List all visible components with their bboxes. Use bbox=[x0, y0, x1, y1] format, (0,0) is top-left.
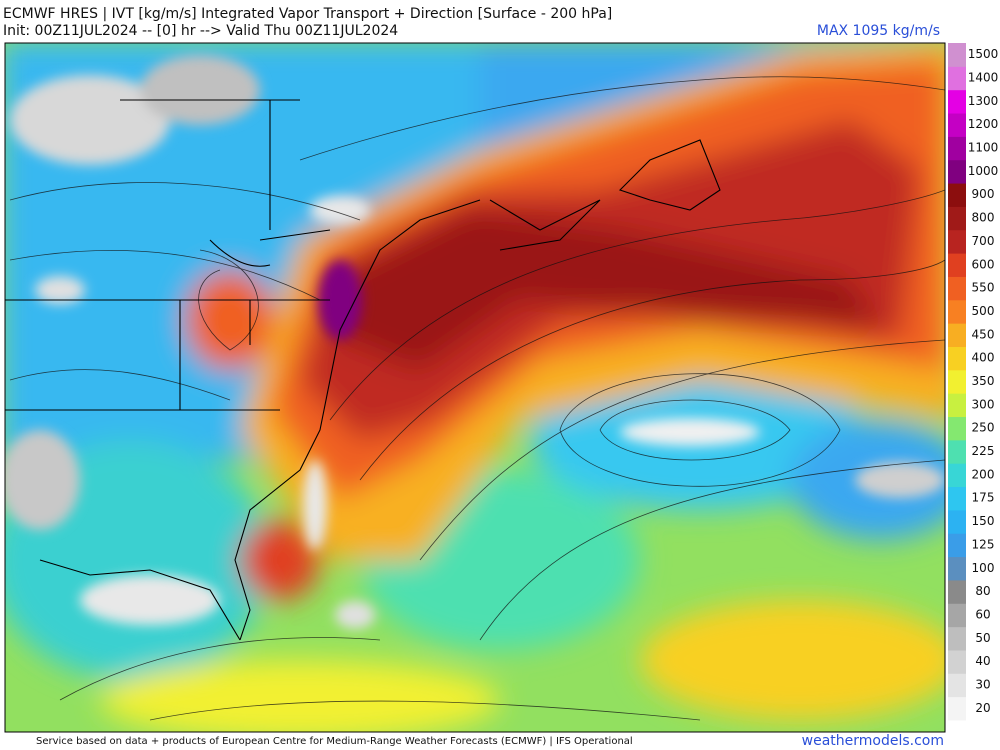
colorbar-label: 40 bbox=[975, 654, 990, 668]
colorbar-swatch bbox=[948, 159, 966, 184]
colorbar: 20 30 40 50 60 80 100 125 150 175 200 225 250 300 350 4… bbox=[948, 43, 998, 721]
colorbar-swatch bbox=[948, 579, 966, 604]
colorbar-swatch bbox=[948, 206, 966, 231]
subtitle: Init: 00Z11JUL2024 -- [0] hr --> Valid T… bbox=[3, 23, 398, 39]
colorbar-label: 900 bbox=[972, 187, 995, 201]
colorbar-swatch bbox=[948, 136, 966, 161]
colorbar-label: 250 bbox=[972, 421, 995, 435]
colorbar-label: 600 bbox=[972, 257, 995, 271]
colorbar-swatch bbox=[948, 649, 966, 674]
colorbar-label: 550 bbox=[972, 281, 995, 295]
colorbar-swatch bbox=[948, 369, 966, 394]
colorbar-label: 1200 bbox=[968, 117, 999, 131]
colorbar-swatch bbox=[948, 603, 966, 628]
max-label: MAX 1095 kg/m/s bbox=[817, 23, 940, 39]
colorbar-label: 1000 bbox=[968, 164, 999, 178]
colorbar-label: 1100 bbox=[968, 141, 999, 155]
colorbar-label: 125 bbox=[972, 537, 995, 551]
colorbar-label: 60 bbox=[975, 607, 990, 621]
colorbar-label: 50 bbox=[975, 631, 990, 645]
colorbar-swatch bbox=[948, 66, 966, 91]
colorbar-swatch bbox=[948, 533, 966, 558]
colorbar-swatch bbox=[948, 346, 966, 371]
colorbar-label: 400 bbox=[972, 351, 995, 365]
colorbar-label: 80 bbox=[975, 584, 990, 598]
colorbar-swatch bbox=[948, 113, 966, 137]
colorbar-label: 1300 bbox=[968, 94, 999, 108]
colorbar-label: 225 bbox=[972, 444, 995, 458]
colorbar-swatch bbox=[948, 253, 966, 277]
colorbar-label: 300 bbox=[972, 397, 995, 411]
colorbar-swatch bbox=[948, 89, 966, 114]
site-link[interactable]: weathermodels.com bbox=[802, 733, 944, 749]
colorbar-swatch bbox=[948, 463, 966, 488]
colorbar-swatch bbox=[948, 696, 966, 721]
map bbox=[5, 43, 945, 732]
colorbar-label: 150 bbox=[972, 514, 995, 528]
colorbar-label: 350 bbox=[972, 374, 995, 388]
colorbar-swatch bbox=[948, 439, 966, 464]
colorbar-swatch bbox=[948, 323, 966, 347]
colorbar-swatch bbox=[948, 673, 966, 698]
colorbar-swatch bbox=[948, 299, 966, 324]
colorbar-label: 30 bbox=[975, 677, 990, 691]
colorbar-label: 1500 bbox=[968, 47, 999, 61]
colorbar-label: 200 bbox=[972, 467, 995, 481]
title: ECMWF HRES | IVT [kg/m/s] Integrated Vap… bbox=[3, 6, 612, 22]
colorbar-label: 175 bbox=[972, 491, 995, 505]
colorbar-swatch bbox=[948, 43, 966, 67]
colorbar-swatch bbox=[948, 183, 966, 207]
map-frame bbox=[4, 42, 946, 733]
colorbar-label: 500 bbox=[972, 304, 995, 318]
colorbar-label: 100 bbox=[972, 561, 995, 575]
colorbar-swatch bbox=[948, 393, 966, 418]
colorbar-swatch bbox=[948, 626, 966, 651]
colorbar-label: 800 bbox=[972, 211, 995, 225]
colorbar-swatch bbox=[948, 509, 966, 534]
colorbar-label: 700 bbox=[972, 234, 995, 248]
colorbar-swatch bbox=[948, 276, 966, 301]
credit: Service based on data + products of Euro… bbox=[36, 736, 633, 747]
colorbar-swatch bbox=[948, 229, 966, 254]
colorbar-label: 1400 bbox=[968, 71, 999, 85]
colorbar-label: 20 bbox=[975, 701, 990, 715]
colorbar-swatch bbox=[948, 416, 966, 441]
colorbar-label: 450 bbox=[972, 327, 995, 341]
colorbar-swatch bbox=[948, 556, 966, 581]
colorbar-swatch bbox=[948, 486, 966, 511]
